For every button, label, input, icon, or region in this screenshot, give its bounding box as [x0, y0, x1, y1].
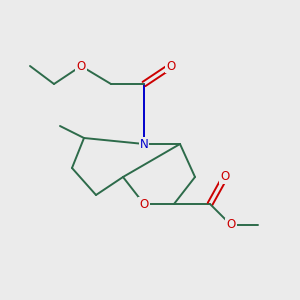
Text: O: O [220, 170, 230, 184]
Text: N: N [140, 137, 148, 151]
Text: O: O [226, 218, 236, 232]
Text: O: O [140, 197, 148, 211]
Text: O: O [76, 59, 85, 73]
Text: O: O [167, 59, 176, 73]
